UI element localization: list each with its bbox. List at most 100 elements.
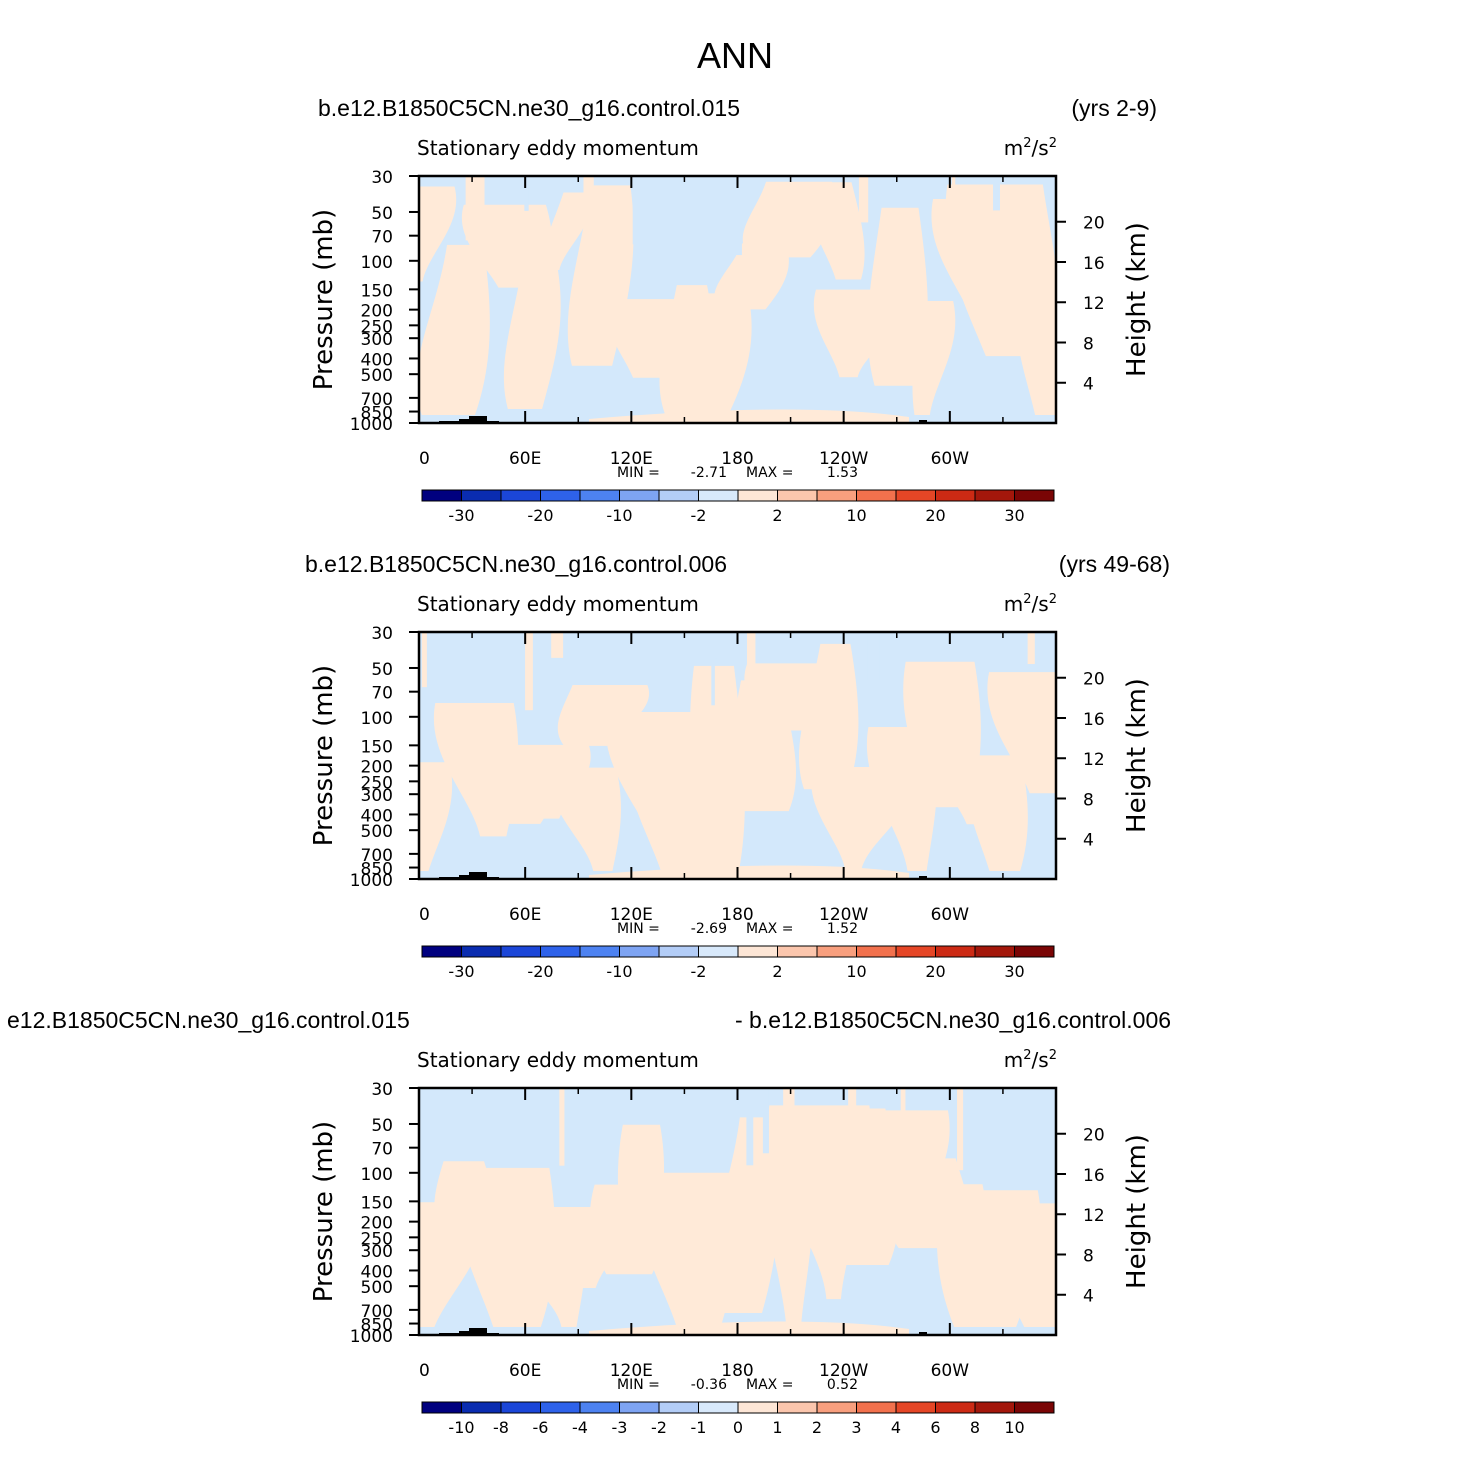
colorbar-label: -10 (606, 506, 632, 525)
pressure-tick-label: 150 (361, 737, 393, 757)
topography (439, 416, 499, 423)
colorbar-box (698, 489, 739, 502)
colorbar-label: -4 (572, 1418, 588, 1437)
pressure-tick-label: 400 (361, 806, 393, 826)
height-tick-label: 20 (1083, 670, 1105, 690)
pressure-tick-label: 50 (371, 660, 393, 680)
upper-streak (993, 176, 1000, 211)
figure-title: ANN (697, 35, 773, 76)
x-tick-label: 60W (931, 905, 970, 925)
pressure-tick-label: 200 (361, 758, 393, 778)
pressure-tick-label: 100 (361, 253, 393, 273)
colorbar-box (816, 1401, 857, 1414)
colorbar-label: 2 (812, 1418, 822, 1437)
lower-band (589, 865, 909, 879)
pressure-tick-label: 30 (371, 1080, 393, 1100)
positive-region (419, 244, 490, 415)
max-label: MAX = (746, 1377, 793, 1393)
panel-2: b.e12.B1850C5CN.ne30_g16.control.006 (yrs… (305, 551, 1170, 981)
colorbar-box (658, 1401, 699, 1414)
case-name: b.e12.B1850C5CN.ne30_g16.control.015 (318, 95, 740, 121)
pressure-tick-label: 300 (361, 330, 393, 350)
positive-region (799, 643, 859, 790)
topography (919, 420, 927, 423)
x-tick-label: 120W (819, 905, 868, 925)
min-value: -2.69 (691, 921, 727, 937)
colorbar-box (816, 945, 857, 958)
pressure-tick-label: 70 (371, 684, 393, 704)
pressure-tick-label: 700 (361, 390, 393, 410)
y-axis-label-right: Height (km) (1122, 1134, 1152, 1289)
positive-region (987, 672, 1056, 794)
colorbar-label: 6 (930, 1418, 940, 1437)
colorbar-label: -10 (606, 962, 632, 981)
pressure-tick-label: 150 (361, 1193, 393, 1213)
max-value: 1.53 (827, 465, 858, 481)
min-label: MIN = (617, 921, 660, 937)
upper-streak (546, 1088, 558, 1125)
colorbar-box (777, 1401, 818, 1414)
panel-subtitle: Stationary eddy momentum (417, 592, 699, 616)
colorbar-box (619, 489, 660, 502)
positive-region (666, 293, 752, 415)
colorbar-label: 20 (925, 506, 945, 525)
y-axis-label-right: Height (km) (1122, 678, 1152, 833)
lower-band (589, 1321, 909, 1335)
upper-streak (564, 632, 571, 663)
upper-streak (957, 1088, 964, 1171)
topography (439, 1328, 499, 1335)
colorbar-box (856, 489, 897, 502)
colorbar-box (540, 1401, 581, 1414)
colorbar-label: 1 (772, 1418, 782, 1437)
pressure-tick-label: 300 (361, 1242, 393, 1262)
pressure-tick-label: 500 (361, 822, 393, 842)
pressure-tick-label: 50 (371, 204, 393, 224)
upper-streak (867, 632, 880, 681)
colorbar-box (461, 945, 502, 958)
colorbar-label: -2 (691, 962, 707, 981)
colorbar-box (579, 1401, 620, 1414)
colorbar-box (500, 489, 541, 502)
upper-streak (900, 1088, 906, 1166)
positive-region (689, 665, 745, 871)
colorbar-label: -20 (527, 506, 553, 525)
pressure-tick-label: 30 (371, 624, 393, 644)
pressure-tick-label: 200 (361, 302, 393, 322)
height-tick-label: 4 (1083, 831, 1094, 851)
pressure-tick-label: 500 (361, 1278, 393, 1298)
case-years: - b.e12.B1850C5CN.ne30_g16.control.006 (735, 1007, 1171, 1033)
height-tick-label: 4 (1083, 375, 1094, 395)
colorbar-box (856, 945, 897, 958)
colorbar-label: -2 (691, 506, 707, 525)
colorbar-label: -6 (533, 1418, 549, 1437)
colorbar-label: 10 (846, 506, 866, 525)
upper-streak (762, 1088, 769, 1154)
pressure-tick-label: 250 (361, 317, 393, 337)
colorbar-box (737, 1401, 778, 1414)
colorbar-box (500, 945, 541, 958)
pressure-tick-label: 200 (361, 1214, 393, 1234)
colorbar-box (500, 1401, 541, 1414)
colorbar-label: -20 (527, 962, 553, 981)
colorbar-box (579, 489, 620, 502)
max-value: 1.52 (827, 921, 858, 937)
upper-streak (731, 176, 742, 256)
positive-region (966, 755, 1028, 871)
colorbar-box (816, 489, 857, 502)
min-label: MIN = (617, 465, 660, 481)
positive-region (557, 684, 650, 746)
pressure-tick-label: 250 (361, 773, 393, 793)
colorbar-box (935, 945, 976, 958)
positive-region (550, 767, 622, 871)
positive-region (850, 1110, 950, 1240)
colorbar-label: 10 (846, 962, 866, 981)
colorbar-box (935, 489, 976, 502)
colorbar-box (974, 945, 1015, 958)
pressure-tick-label: 1000 (350, 1327, 393, 1347)
height-tick-label: 16 (1083, 1166, 1105, 1186)
topography (439, 872, 499, 879)
x-tick-label: 60E (509, 905, 541, 925)
y-axis-label-right: Height (km) (1122, 222, 1152, 377)
pressure-tick-label: 1000 (350, 415, 393, 435)
